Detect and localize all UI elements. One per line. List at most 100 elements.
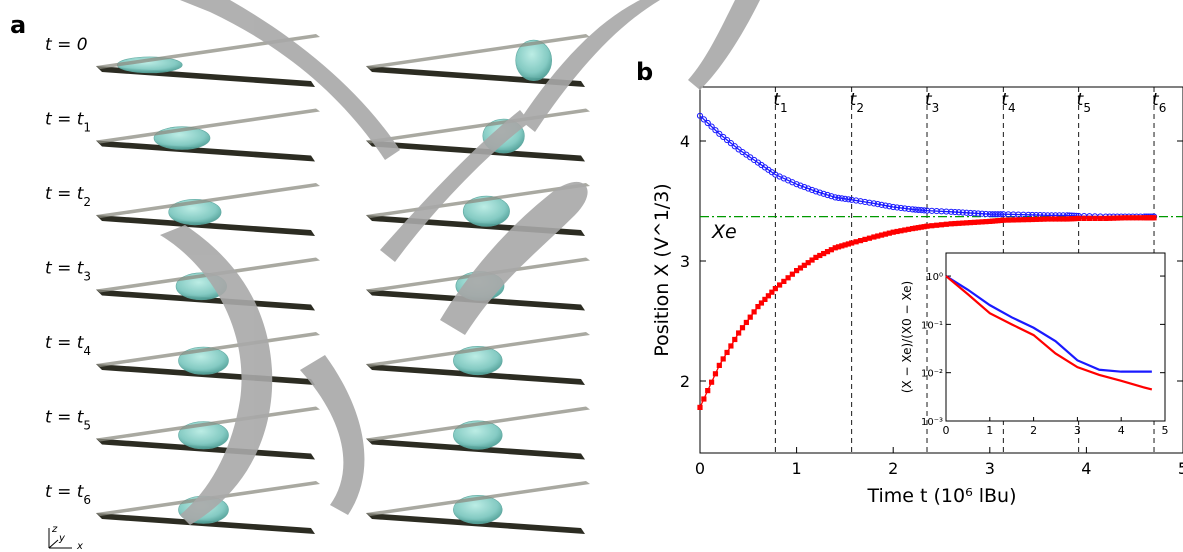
blue-series-marker [918,207,925,214]
red-series-marker [943,221,949,227]
red-series-marker [817,252,823,259]
red-series-marker [924,223,930,229]
droplet [515,39,553,82]
inset-y-tick-label: 10⁻³ [921,417,943,428]
y-tick-label: 2 [680,372,690,391]
watermark [160,0,760,525]
red-series-marker [832,245,838,251]
inset-blue-series-line [945,275,1152,373]
time-marker-label: t1 [773,90,787,115]
blue-series-marker [912,206,919,213]
time-label: t = t3 [45,259,91,284]
blue-series-marker [897,204,905,212]
xe-label: Xe [711,221,737,243]
time-label: t = t1 [45,110,91,135]
red-series-marker [857,238,864,244]
red-series-marker [886,230,892,236]
blue-series-marker [982,210,990,218]
red-series-marker [1151,215,1157,221]
time-marker-label: t6 [1152,90,1166,115]
blue-series-marker [812,188,820,195]
red-series-marker [724,349,730,356]
top-plate [96,108,320,144]
red-series-marker [797,265,804,271]
red-series-marker [1033,216,1039,222]
red-series-marker [983,219,989,225]
blue-series-marker [716,130,723,137]
red-series-marker [964,220,970,226]
red-series-marker [781,278,787,284]
blue-series-marker [841,195,849,202]
droplet [453,495,503,525]
red-series-marker [1056,216,1062,222]
red-series-marker [987,218,993,224]
x-tick-label: 4 [1081,459,1091,478]
red-series-marker [906,226,912,232]
red-series-marker [765,293,771,299]
inset-red-series-line [945,275,1153,391]
blue-series-marker [835,194,842,201]
red-series-marker [975,219,981,225]
red-series-marker [1045,216,1051,222]
red-series-marker [1126,215,1132,221]
blue-series-marker [720,133,727,141]
red-series-marker [720,356,726,362]
panel-a-label: a [10,11,26,39]
red-series-marker [769,289,775,295]
red-series-marker [842,242,848,248]
inset-x-tick-label: 1 [986,424,993,437]
red-series-marker [1110,215,1117,221]
red-series-marker [995,218,1001,224]
inset-x-tick-label: 0 [943,424,950,437]
x-tick-label: 2 [888,459,898,478]
red-series-marker [849,240,855,246]
red-series-marker [879,232,885,238]
red-series-marker [853,239,859,245]
blue-series-marker [828,193,835,200]
red-series-marker [736,330,742,336]
inset-x-tick-label: 2 [1030,424,1037,437]
red-series-marker [1137,215,1144,221]
red-series-marker [929,223,935,229]
blue-series-marker [963,209,970,216]
red-series-marker [762,296,768,302]
time-marker-subscript: 5 [1083,101,1091,115]
red-series-marker [948,221,954,227]
red-series-marker [1005,217,1011,223]
droplet [178,421,229,450]
red-series-marker [894,228,900,235]
blue-series-marker [793,181,800,188]
red-series-marker [801,262,807,268]
red-series-marker [979,219,985,225]
red-series-marker [758,300,765,306]
time-marker-subscript: 4 [1008,101,1016,115]
time-marker-label: t4 [1001,90,1015,115]
axis-glyph-z: z [51,524,58,535]
time-label-subscript: 6 [83,493,91,507]
red-series-marker [998,217,1004,224]
red-series-marker [1041,216,1047,222]
red-series-marker [743,319,749,326]
blue-series-marker [997,211,1004,218]
watermark-stroke-2 [300,355,365,515]
red-series-marker [1015,217,1021,223]
blue-series-marker [838,195,845,202]
red-series-marker [805,260,811,266]
blue-series-marker [723,136,731,144]
blue-series-marker [805,185,812,192]
time-label-subscript: 4 [83,344,91,358]
red-series-marker [732,336,738,343]
blue-series-marker [816,189,823,196]
red-series-marker [902,227,908,233]
red-series-marker [960,220,966,226]
inset-y-axis-label: (X − Xe)/(X0 − Xe) [900,281,914,393]
blue-series-marker [890,203,897,211]
blue-series-marker [882,202,889,209]
blue-series-marker [905,205,912,213]
blue-series-marker [886,203,893,210]
red-series-marker [938,222,945,228]
panel-b-label: b [636,58,653,86]
time-label: t = t4 [45,333,91,358]
blue-series-marker [921,207,928,214]
red-series-marker [821,250,827,257]
